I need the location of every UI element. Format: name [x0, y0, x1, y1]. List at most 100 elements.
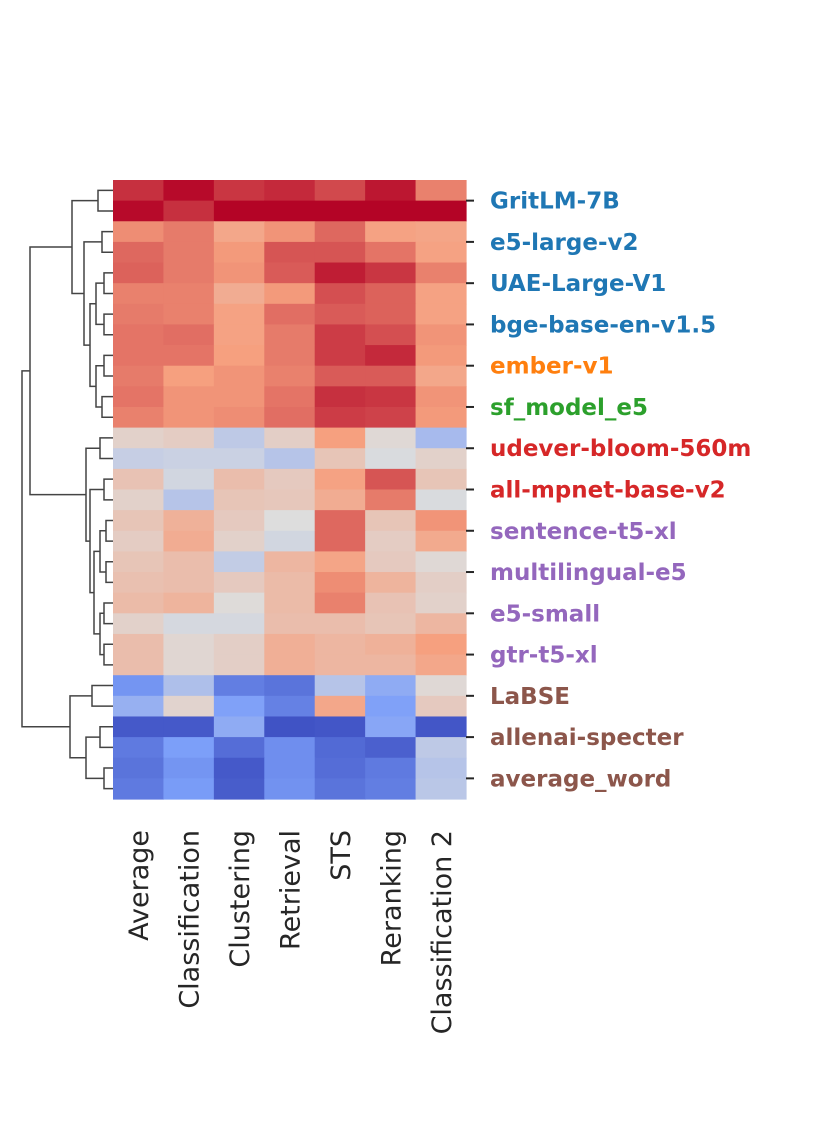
dendrogram-branch	[95, 282, 104, 326]
column-label: Reranking	[376, 830, 407, 966]
heatmap-cell	[163, 406, 215, 429]
heatmap-cell	[314, 283, 366, 305]
row-ticks	[466, 199, 474, 780]
dendrogram-branch	[29, 246, 86, 496]
heatmap-cell	[365, 572, 417, 594]
dendrogram-branch	[69, 695, 92, 759]
heatmap-cell	[113, 324, 165, 346]
heatmap-cell	[113, 530, 165, 552]
heatmap-cell	[365, 427, 417, 449]
heatmap-cell	[163, 510, 215, 532]
dendrogram-branch	[97, 189, 113, 212]
heatmap-cell	[113, 345, 165, 367]
heatmap-cell	[314, 180, 366, 202]
heatmap-cell	[365, 241, 417, 264]
heatmap-cell	[415, 303, 467, 326]
column-label: Classification	[175, 830, 206, 1009]
heatmap-cell	[213, 241, 265, 264]
heatmap-cell	[113, 200, 165, 222]
heatmap-cell	[365, 695, 417, 718]
heatmap-cell	[415, 406, 467, 429]
heatmap-cell	[213, 613, 265, 635]
heatmap-cell	[213, 324, 265, 346]
heatmap-cell	[264, 262, 316, 284]
heatmap-cell	[113, 262, 165, 284]
heatmap-cell	[314, 778, 366, 800]
column-label: Classification 2	[427, 830, 458, 1034]
heatmap-cell	[163, 221, 215, 243]
heatmap-cell	[365, 365, 417, 387]
heatmap-cell	[113, 716, 165, 738]
heatmap-cell	[415, 180, 467, 202]
heatmap-cell	[163, 345, 215, 367]
heatmap-cell	[264, 345, 316, 367]
heatmap-cell	[365, 778, 417, 800]
heatmap-cell	[163, 675, 215, 697]
heatmap-cell	[365, 303, 417, 326]
heatmap-cell	[415, 551, 467, 573]
heatmap-cell	[365, 510, 417, 532]
heatmap-cell	[365, 221, 417, 243]
row-label: GritLM-7B	[490, 189, 620, 215]
heatmap-cell	[264, 778, 316, 800]
heatmap-cell	[264, 303, 316, 326]
heatmap-cell	[314, 551, 366, 573]
heatmap-cell	[365, 448, 417, 470]
heatmap-cell	[415, 200, 467, 222]
heatmap-cell	[314, 262, 366, 284]
heatmap-cell	[314, 530, 366, 552]
heatmap-cell	[264, 468, 316, 491]
column-labels: Average Classification Clustering Retrieval…	[124, 830, 458, 1034]
heatmap-cell	[365, 757, 417, 779]
heatmap-cell	[365, 633, 417, 656]
heatmap-cell	[264, 489, 316, 511]
heatmap-cell	[113, 572, 165, 594]
dendrogram-branch	[103, 602, 113, 625]
heatmap-cell	[163, 551, 215, 573]
heatmap-cell	[113, 386, 165, 408]
heatmap-cell	[113, 510, 165, 532]
heatmap-cell	[113, 241, 165, 264]
heatmap-cell	[314, 737, 366, 759]
heatmap-cell	[365, 613, 417, 635]
heatmap-cell	[163, 613, 215, 635]
heatmap-cell	[365, 530, 417, 552]
row-label: e5-large-v2	[490, 230, 639, 256]
heatmap-cell	[213, 551, 265, 573]
heatmap-cell	[264, 633, 316, 656]
heatmap-cell	[113, 675, 165, 697]
heatmap-cell	[365, 180, 417, 202]
heatmap-cell	[163, 572, 215, 594]
heatmap-cell	[415, 262, 467, 284]
dendrogram-branch	[103, 767, 113, 790]
dendrogram-branch	[101, 395, 113, 419]
heatmap-cell	[415, 530, 467, 552]
heatmap-cell	[213, 221, 265, 243]
heatmap-cell	[163, 283, 215, 305]
heatmap-cell	[264, 448, 316, 470]
heatmap-cell	[213, 572, 265, 594]
heatmap-cell	[264, 592, 316, 614]
heatmap-cell	[314, 489, 366, 511]
heatmap-cell	[415, 324, 467, 346]
heatmap-cell	[213, 345, 265, 367]
row-label: allenai-specter	[490, 725, 684, 751]
heatmap-cell	[415, 716, 467, 738]
heatmap-cell	[163, 262, 215, 284]
heatmap-cell	[163, 778, 215, 800]
heatmap-cell	[113, 757, 165, 779]
heatmap-cell	[113, 448, 165, 470]
heatmap-cell	[213, 530, 265, 552]
dendrogram-branch	[103, 313, 113, 336]
dendrogram-branch	[101, 230, 113, 253]
heatmap-cell	[213, 262, 265, 284]
heatmap-cell	[365, 716, 417, 738]
heatmap-cell	[213, 448, 265, 470]
heatmap-cell	[213, 406, 265, 429]
column-label: STS	[326, 830, 357, 881]
heatmap-cell	[365, 468, 417, 491]
heatmap-cell	[314, 613, 366, 635]
heatmap-cell	[113, 221, 165, 243]
heatmap-cell	[415, 489, 467, 511]
dendrogram-branch	[85, 736, 104, 780]
